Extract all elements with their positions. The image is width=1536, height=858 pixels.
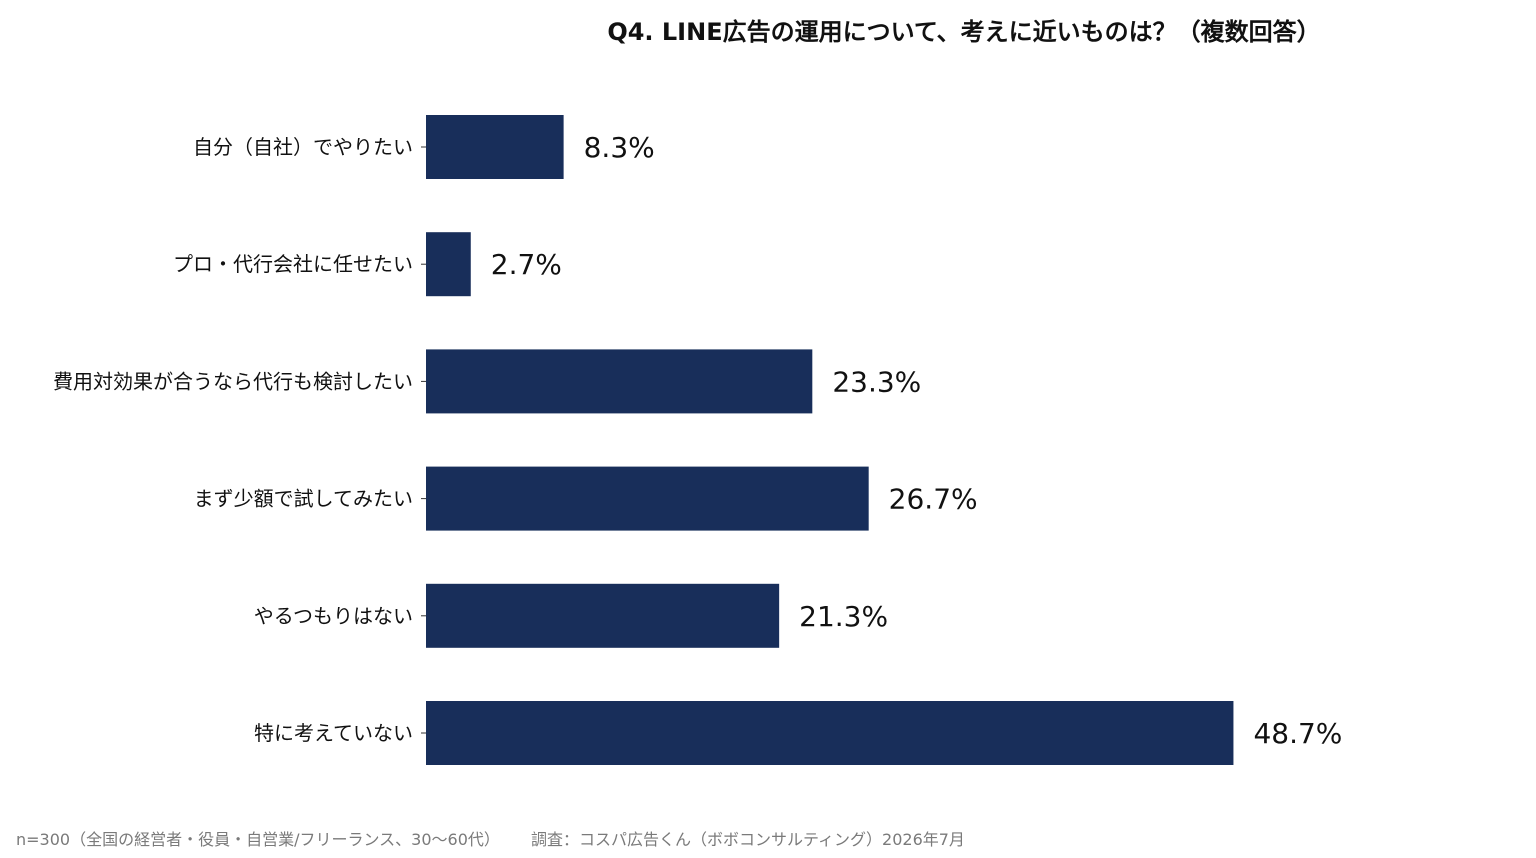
bar [426, 701, 1234, 765]
category-label: やるつもりはない [254, 604, 413, 628]
category-label: 特に考えていない [254, 721, 413, 745]
bar [426, 583, 780, 648]
bar [426, 232, 471, 297]
bar [426, 115, 564, 179]
bar-group: 特に考えていない 48.7% [254, 701, 1342, 765]
bar-group: まず少額で試してみたい 26.7% [194, 466, 978, 531]
bar-group: やるつもりはない 21.3% [254, 583, 888, 648]
bar [426, 349, 813, 414]
value-label: 8.3% [584, 131, 655, 164]
bar [426, 466, 869, 531]
bar-group: プロ・代行会社に任せたい 2.7% [173, 232, 562, 297]
value-label: 2.7% [491, 248, 562, 281]
value-label: 23.3% [832, 365, 921, 398]
category-label: プロ・代行会社に任せたい [173, 252, 413, 276]
chart-title: Q4. LINE広告の運用について、考えに近いものは？（複数回答） [607, 18, 1320, 46]
sample-note: n=300（全国の経営者・役員・自営業/フリーランス、30〜60代） [16, 830, 500, 849]
category-label: 費用対効果が合うなら代行も検討したい [53, 369, 413, 393]
bar-group: 費用対効果が合うなら代行も検討したい 23.3% [53, 349, 921, 414]
bar-group: 自分（自社）でやりたい 8.3% [193, 115, 655, 179]
value-label: 26.7% [889, 483, 978, 516]
source-note: 調査：コスパ広告くん（ボボコンサルティング）2026年7月 [530, 830, 965, 849]
value-label: 48.7% [1253, 717, 1342, 750]
chart-footer: n=300（全国の経営者・役員・自営業/フリーランス、30〜60代） 調査：コス… [16, 826, 965, 850]
value-label: 21.3% [799, 600, 888, 633]
category-label: まず少額で試してみたい [194, 487, 413, 511]
bars-layer: 自分（自社）でやりたい 8.3% プロ・代行会社に任せたい 2.7% 費用対効果が合うな… [53, 115, 1342, 765]
category-label: 自分（自社）でやりたい [193, 135, 413, 159]
